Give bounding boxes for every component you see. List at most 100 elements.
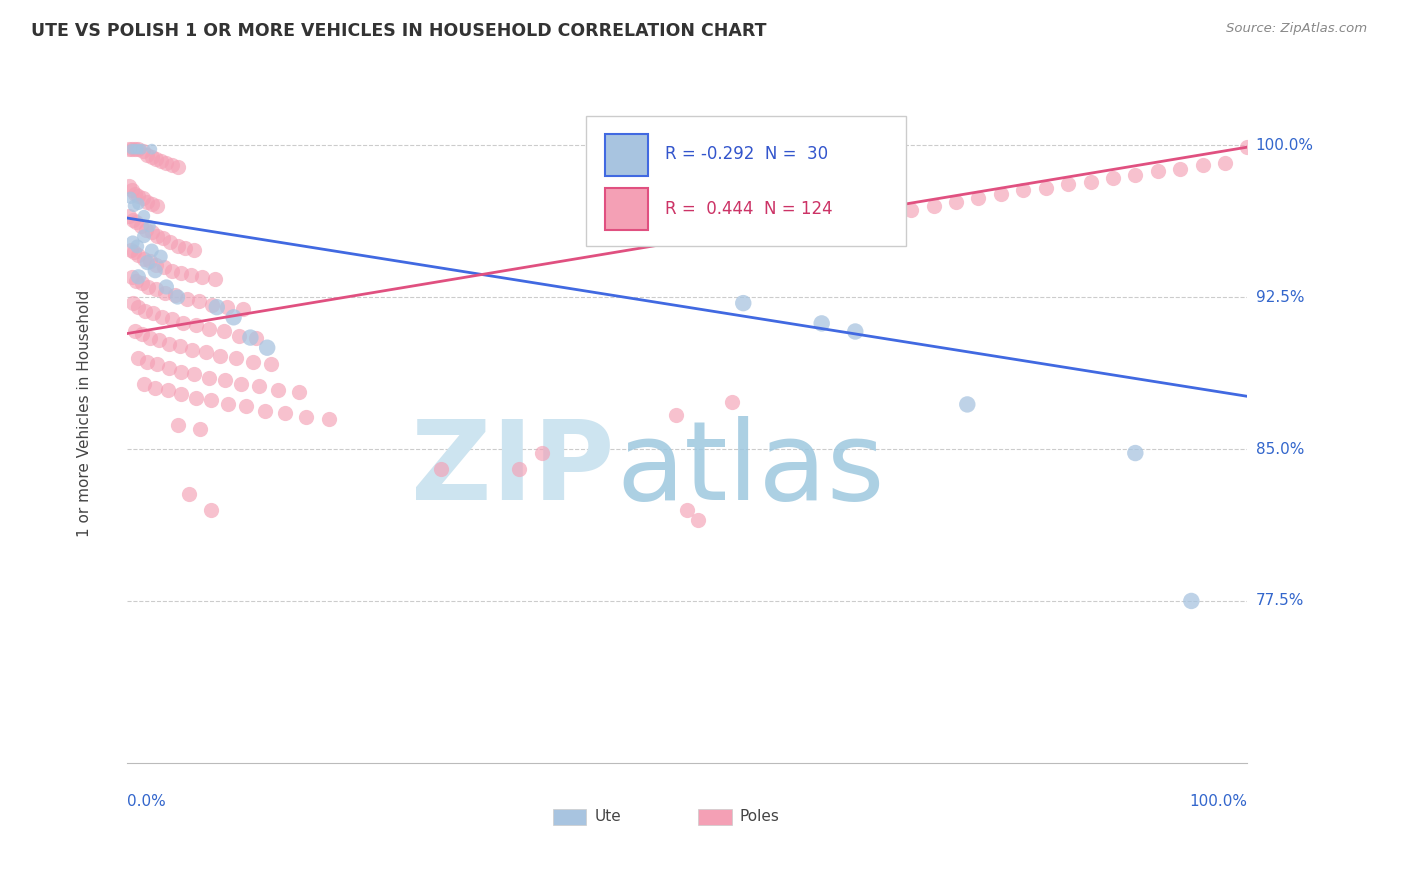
Point — [170, 365, 193, 379]
Point — [201, 298, 224, 312]
Point — [157, 361, 180, 376]
Point — [124, 186, 146, 201]
Point — [160, 263, 183, 277]
Point — [160, 312, 183, 326]
Point — [214, 373, 236, 387]
Point — [127, 188, 149, 202]
Point — [295, 409, 318, 424]
Point — [127, 351, 149, 365]
Point — [530, 446, 553, 460]
Point — [855, 213, 877, 227]
Point — [187, 294, 209, 309]
Point — [956, 397, 979, 411]
Point — [215, 300, 238, 314]
Text: R = -0.292  N =  30: R = -0.292 N = 30 — [665, 145, 828, 162]
Point — [1057, 177, 1080, 191]
Point — [184, 392, 207, 406]
Point — [136, 255, 159, 269]
Point — [1191, 158, 1213, 172]
Point — [166, 417, 188, 432]
Point — [121, 269, 143, 284]
FancyBboxPatch shape — [586, 117, 905, 246]
Point — [132, 377, 155, 392]
Text: UTE VS POLISH 1 OR MORE VEHICLES IN HOUSEHOLD CORRELATION CHART: UTE VS POLISH 1 OR MORE VEHICLES IN HOUS… — [31, 22, 766, 40]
Point — [149, 154, 172, 169]
Point — [172, 317, 194, 331]
Text: ZIP: ZIP — [411, 416, 614, 523]
Point — [174, 242, 197, 256]
Point — [127, 269, 149, 284]
Point — [150, 310, 173, 325]
Point — [124, 325, 146, 339]
Point — [138, 253, 160, 268]
Text: 85.0%: 85.0% — [1256, 442, 1303, 457]
Point — [127, 142, 149, 156]
Point — [131, 326, 153, 341]
Point — [180, 268, 202, 282]
Point — [149, 250, 172, 264]
Point — [810, 223, 832, 237]
Point — [665, 408, 688, 422]
Point — [170, 266, 193, 280]
Point — [176, 292, 198, 306]
Point — [121, 296, 143, 310]
Point — [1123, 446, 1146, 460]
Point — [124, 142, 146, 156]
Point — [166, 239, 188, 253]
Point — [143, 263, 166, 277]
Point — [120, 191, 142, 205]
Point — [127, 197, 149, 211]
Point — [239, 330, 262, 344]
Point — [1080, 175, 1102, 189]
Point — [183, 244, 205, 258]
Point — [188, 422, 211, 436]
Point — [143, 381, 166, 395]
Point — [134, 304, 156, 318]
Point — [132, 191, 155, 205]
Point — [430, 462, 453, 476]
Point — [141, 244, 163, 258]
Point — [235, 400, 257, 414]
Point — [142, 306, 165, 320]
Point — [200, 393, 222, 408]
Point — [1236, 140, 1258, 154]
Point — [155, 156, 177, 170]
Point — [156, 383, 179, 397]
Point — [160, 158, 183, 172]
Point — [877, 209, 900, 223]
Point — [127, 247, 149, 261]
Point — [212, 325, 235, 339]
Bar — [606, 188, 648, 230]
Point — [118, 209, 141, 223]
Point — [118, 178, 141, 193]
Point — [146, 199, 169, 213]
Point — [222, 310, 245, 325]
Point — [256, 341, 278, 355]
Point — [127, 142, 149, 156]
Point — [127, 239, 149, 253]
Point — [200, 503, 222, 517]
Point — [508, 462, 530, 476]
Point — [141, 150, 163, 164]
Text: 100.0%: 100.0% — [1256, 137, 1313, 153]
Point — [183, 367, 205, 381]
Point — [132, 252, 155, 266]
Point — [1012, 183, 1035, 197]
Point — [169, 339, 191, 353]
Point — [127, 300, 149, 314]
Point — [121, 183, 143, 197]
Point — [148, 333, 170, 347]
Point — [217, 397, 239, 411]
Point — [121, 142, 143, 156]
Point — [232, 302, 254, 317]
Text: Source: ZipAtlas.com: Source: ZipAtlas.com — [1226, 22, 1367, 36]
Point — [138, 330, 160, 344]
Point — [1035, 180, 1057, 194]
Point — [198, 371, 221, 385]
Point — [231, 377, 253, 392]
Point — [1168, 162, 1191, 177]
Point — [155, 280, 177, 294]
Point — [155, 285, 177, 300]
Point — [124, 142, 146, 156]
Point — [205, 300, 228, 314]
